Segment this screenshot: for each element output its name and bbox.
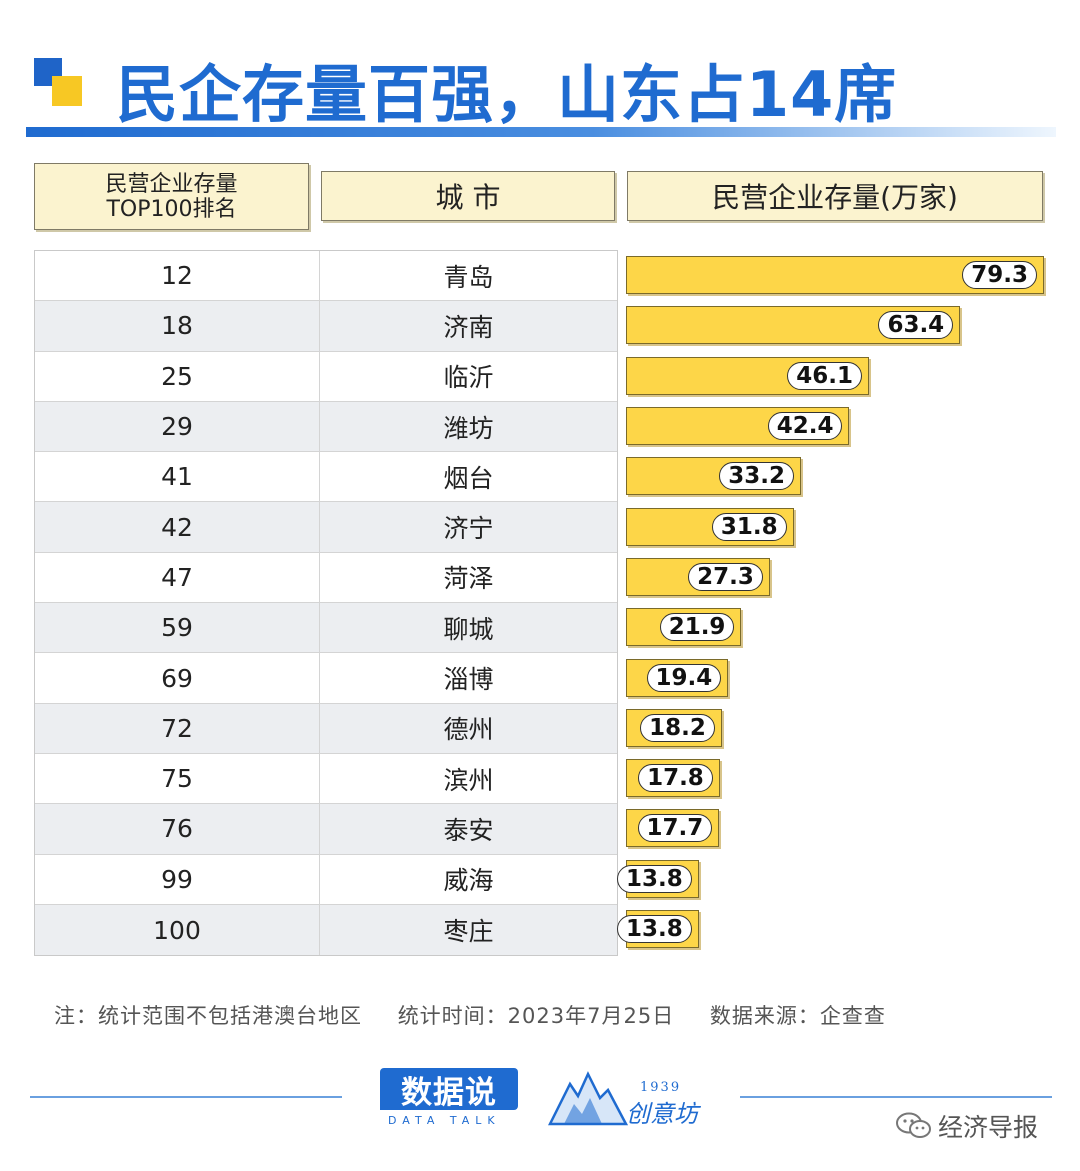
bar-滨州: 17.8 <box>626 759 720 798</box>
rank-cell: 29 <box>35 401 320 452</box>
bar-济宁: 31.8 <box>626 507 794 546</box>
bar-烟台: 33.2 <box>626 457 801 496</box>
wechat-account: 经济导报 <box>896 1108 1038 1144</box>
chuangyifang-logo: 1939 创意坊 <box>548 1066 708 1130</box>
rank-cell: 12 <box>35 251 320 301</box>
header-value: 民营企业存量(万家) <box>627 171 1043 221</box>
city-cell: 济南 <box>443 312 494 342</box>
city-cell: 滨州 <box>443 765 494 795</box>
rank-cell: 76 <box>35 804 320 854</box>
bar-value-label: 46.1 <box>787 361 862 390</box>
header-city: 城 市 <box>321 171 615 221</box>
logo-name: 创意坊 <box>626 1100 698 1128</box>
city-cell: 聊城 <box>443 614 494 644</box>
bar-菏泽: 27.3 <box>626 557 770 596</box>
header-rank-line1: 民营企业存量 <box>105 171 238 197</box>
bar-value-label: 31.8 <box>711 512 787 541</box>
city-cell: 临沂 <box>443 363 494 393</box>
table-row: 41 烟台 <box>35 452 617 503</box>
table-row: 29 潍坊 <box>35 401 617 453</box>
table-row: 69 淄博 <box>35 653 617 704</box>
city-cell: 青岛 <box>443 262 494 292</box>
city-cell: 济宁 <box>443 514 494 544</box>
city-cell: 菏泽 <box>443 564 494 594</box>
bar-chart: 79.3 63.4 46.1 42.4 33.2 31.8 27.3 21.9 19.4 18.2… <box>616 250 1056 954</box>
header-rank-line2: TOP100排名 <box>106 196 237 222</box>
data-talk-logo-main: 数据说 <box>380 1068 518 1111</box>
bar-聊城: 21.9 <box>626 608 742 647</box>
header-rank: 民营企业存量 TOP100排名 <box>34 163 309 230</box>
rank-cell: 100 <box>35 904 320 956</box>
bar-枣庄: 13.8 <box>616 910 699 949</box>
table-row: 75 滨州 <box>35 753 617 805</box>
table-row: 12 青岛 <box>35 251 617 302</box>
table-row: 25 临沂 <box>35 351 617 402</box>
rank-cell: 18 <box>35 301 320 351</box>
bar-济南: 63.4 <box>626 306 961 345</box>
bar-临沂: 46.1 <box>626 356 869 395</box>
footer-line-left <box>30 1096 342 1098</box>
title-mark-icon <box>34 58 82 108</box>
city-cell: 泰安 <box>443 815 494 845</box>
bar-value-label: 63.4 <box>878 311 954 340</box>
bar-value-label: 21.9 <box>659 613 735 642</box>
rank-cell: 69 <box>35 653 320 703</box>
bar-青岛: 79.3 <box>626 256 1044 295</box>
rank-cell: 47 <box>35 552 320 603</box>
bar-value-label: 17.7 <box>637 814 713 843</box>
data-talk-logo: 数据说 DATA TALK <box>380 1068 520 1128</box>
table-row: 47 菏泽 <box>35 552 617 604</box>
bar-value-label: 42.4 <box>767 412 843 441</box>
table-row: 18 济南 <box>35 301 617 352</box>
table-row: 76 泰安 <box>35 804 617 855</box>
bar-value-label: 19.4 <box>646 663 722 692</box>
bar-淄博: 19.4 <box>626 658 729 697</box>
footnote: 注：统计范围不包括港澳台地区 统计时间：2023年7月25日 数据来源：企查查 <box>54 1000 914 1030</box>
bar-value-label: 13.8 <box>616 864 692 893</box>
bar-value-label: 18.2 <box>640 713 715 742</box>
city-cell: 淄博 <box>443 665 494 695</box>
logo-year: 1939 <box>640 1080 682 1095</box>
bar-威海: 13.8 <box>616 859 699 898</box>
rank-cell: 25 <box>35 351 320 401</box>
bar-value-label: 17.8 <box>638 764 713 793</box>
bar-value-label: 13.8 <box>616 915 692 944</box>
rank-cell: 72 <box>35 703 320 753</box>
bar-德州: 18.2 <box>626 708 722 747</box>
city-cell: 潍坊 <box>443 413 494 443</box>
city-cell: 烟台 <box>443 463 494 493</box>
footer-line-right <box>740 1096 1052 1098</box>
data-talk-logo-sub: DATA TALK <box>388 1114 501 1127</box>
city-cell: 德州 <box>443 715 494 745</box>
note-source: 数据来源：企查查 <box>709 1004 886 1028</box>
rank-cell: 41 <box>35 452 320 502</box>
city-cell: 枣庄 <box>443 917 494 946</box>
bar-value-label: 27.3 <box>688 562 763 591</box>
note-scope: 注：统计范围不包括港澳台地区 <box>54 1004 362 1028</box>
rank-cell: 59 <box>35 603 320 653</box>
bar-value-label: 79.3 <box>962 261 1037 290</box>
ranking-table: 12 青岛 18 济南 25 临沂 29 潍坊 41 烟台 42 济宁 47 菏泽 59 聊城 69 淄博 72 德州… <box>34 250 618 957</box>
city-cell: 威海 <box>443 866 494 896</box>
rank-cell: 42 <box>35 502 320 552</box>
rank-cell: 75 <box>35 753 320 804</box>
table-row: 59 聊城 <box>35 603 617 654</box>
chart-title: 民企存量百强，山东占14席 <box>116 58 898 131</box>
rank-cell: 99 <box>35 854 320 904</box>
table-row: 100 枣庄 <box>35 904 617 956</box>
bar-value-label: 33.2 <box>719 462 794 491</box>
table-row: 42 济宁 <box>35 502 617 553</box>
wechat-name: 经济导报 <box>938 1113 1039 1142</box>
table-row: 99 威海 <box>35 854 617 905</box>
yellow-square-icon <box>52 76 82 106</box>
bar-泰安: 17.7 <box>626 809 720 848</box>
title-rule <box>26 127 1056 137</box>
table-row: 72 德州 <box>35 703 617 754</box>
bar-潍坊: 42.4 <box>626 407 850 446</box>
note-time: 统计时间：2023年7月25日 <box>397 1004 675 1028</box>
mountain-icon <box>548 1071 628 1126</box>
wechat-icon <box>896 1112 932 1140</box>
